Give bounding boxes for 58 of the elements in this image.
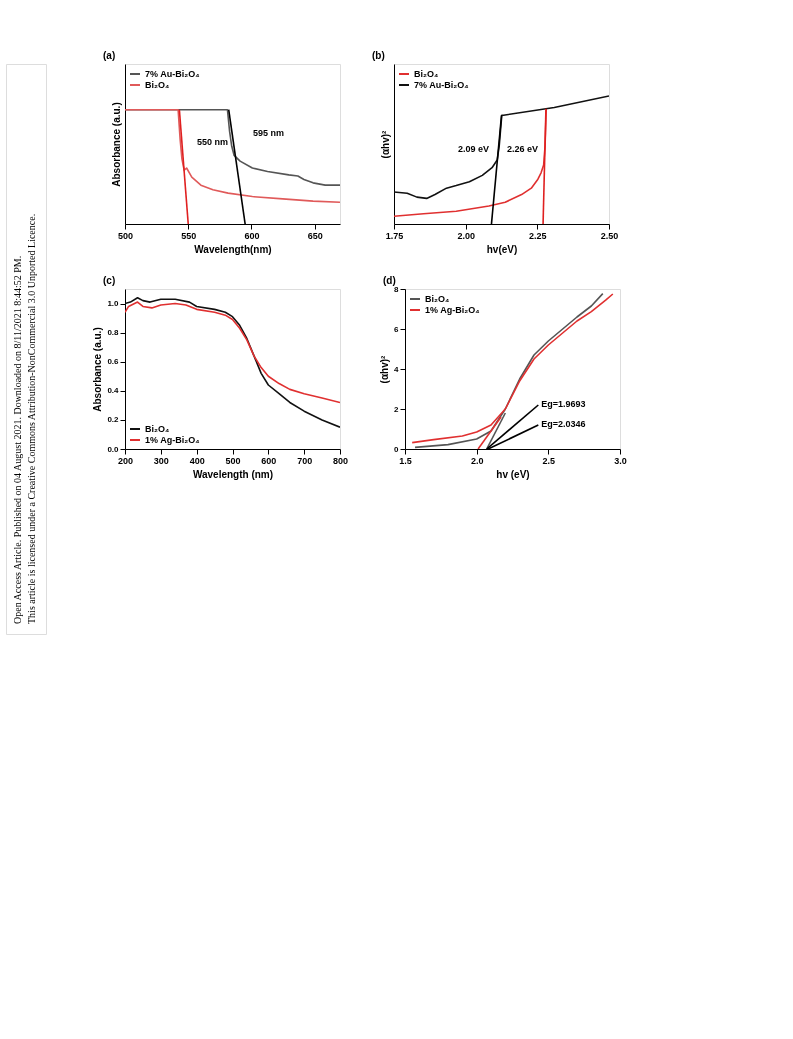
x-tick-label: 650 <box>307 230 323 241</box>
x-tick-label: 300 <box>153 455 169 466</box>
x-tick-label: 2.00 <box>457 230 475 241</box>
x-tick-label: 600 <box>244 230 260 241</box>
legend-label: Bi₂O₄ <box>145 80 170 90</box>
x-tick-label: 2.0 <box>470 455 484 466</box>
y-tick-label: 0.0 <box>107 444 120 454</box>
x-tick-label: 500 <box>225 455 241 466</box>
annotation: 2.09 eV <box>458 144 490 154</box>
x-tick-label: 1.75 <box>385 230 404 241</box>
y-tick-label: 0.2 <box>107 415 120 425</box>
y-tick-label: 0.4 <box>107 386 120 396</box>
y-tick-label: 0 <box>394 444 400 454</box>
annotation: Eg=2.0346 <box>541 419 586 429</box>
annotation: 550 nm <box>197 137 229 147</box>
x-tick-label: 500 <box>117 230 134 241</box>
x-tick-label: 1.5 <box>399 455 412 466</box>
y-tick-label: 8 <box>394 284 400 294</box>
chart-title: (a) <box>103 50 116 61</box>
x-tick-label: 3.0 <box>614 455 627 466</box>
x-axis-title: Wavelength (nm) <box>192 468 274 480</box>
y-axis-title: (αhv)² <box>379 129 391 159</box>
annotation: 595 nm <box>253 128 285 138</box>
x-tick-label: 700 <box>297 455 313 466</box>
chart-title: (d) <box>383 275 396 286</box>
y-axis-title: (αhv)² <box>379 354 391 384</box>
y-tick-label: 2 <box>394 404 400 414</box>
x-tick-label: 550 <box>181 230 197 241</box>
x-tick-label: 2.25 <box>529 230 547 241</box>
x-axis-title: hv (eV) <box>496 468 530 480</box>
x-axis-title: Wavelength(nm) <box>194 243 272 255</box>
legend-label: Bi₂O₄ <box>145 424 170 434</box>
y-tick-label: 6 <box>394 324 400 334</box>
legend-label: 7% Au-Bi₂O₄ <box>414 80 469 90</box>
x-tick-label: 400 <box>189 455 205 466</box>
text: Open Access Article. Published on 04 August 2021. Downloaded on 8/11/2021 8:44:52 PM. <box>12 255 23 624</box>
annotation: Eg=1.9693 <box>541 399 586 409</box>
legend-label: Bi₂O₄ <box>425 294 450 304</box>
y-axis-title: Absorbance (a.u.) <box>110 102 122 187</box>
legend-label: 1% Ag-Bi₂O₄ <box>145 435 200 445</box>
text: This article is licensed under a Creative Commons Attribution-NonCommercial 3.0 Unported Licence. <box>26 213 37 624</box>
legend-label: 1% Ag-Bi₂O₄ <box>425 305 480 315</box>
x-axis-title: hv(eV) <box>486 243 518 255</box>
x-tick-label: 2.5 <box>542 455 556 466</box>
y-axis-title: Absorbance (a.u.) <box>92 327 104 412</box>
annotation: 2.26 eV <box>507 144 539 154</box>
chart-title: (c) <box>103 275 116 286</box>
y-tick-label: 1.0 <box>107 299 120 309</box>
x-tick-label: 200 <box>117 455 134 466</box>
chart-title: (b) <box>372 50 385 61</box>
y-tick-label: 4 <box>394 364 400 374</box>
legend-label: Bi₂O₄ <box>414 69 439 79</box>
legend-label: 7% Au-Bi₂O₄ <box>145 69 200 79</box>
x-tick-label: 600 <box>261 455 277 466</box>
y-tick-label: 0.8 <box>107 328 120 338</box>
x-tick-label: 2.50 <box>600 230 619 241</box>
x-tick-label: 800 <box>332 455 349 466</box>
y-tick-label: 0.6 <box>107 357 120 367</box>
